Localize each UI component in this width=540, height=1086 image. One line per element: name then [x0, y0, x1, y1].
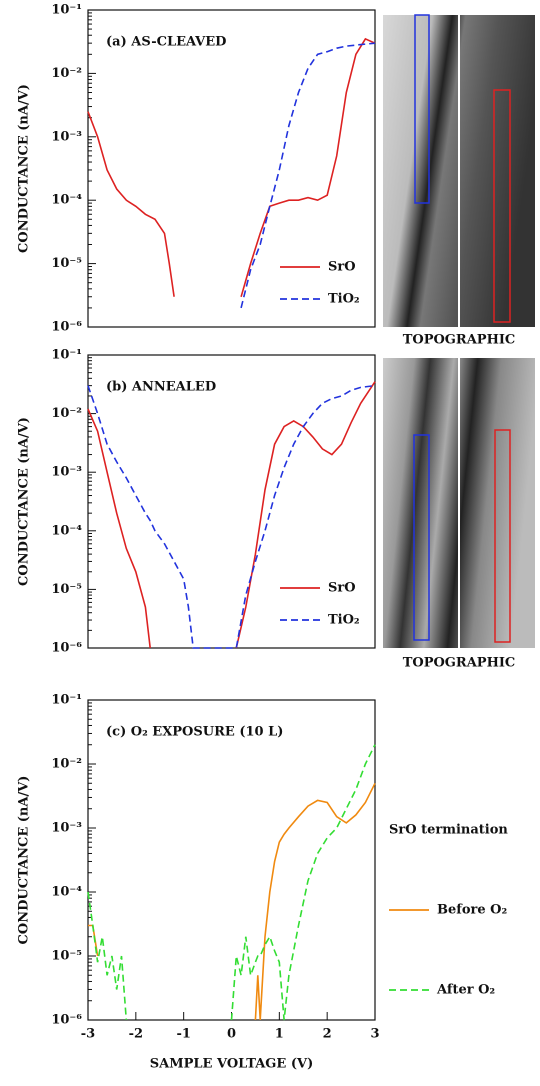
- x-tick-label: -2: [129, 1027, 143, 1042]
- legend-title: SrO termination: [389, 823, 508, 838]
- y-tick-label: 10⁻²: [51, 757, 82, 772]
- y-tick-label: 10⁻⁴: [51, 885, 82, 900]
- x-tick-label: 0: [227, 1027, 236, 1042]
- y-tick-label: 10⁻²: [51, 66, 82, 81]
- region-box: [493, 89, 511, 323]
- series-line: [254, 782, 376, 1021]
- y-tick-label: 10⁻³: [51, 465, 82, 480]
- series-line: [87, 111, 175, 297]
- series-line: [87, 384, 376, 649]
- region-box: [494, 429, 511, 643]
- panel-title: (b) ANNEALED: [106, 380, 216, 395]
- x-tick-label: 3: [370, 1027, 379, 1042]
- y-tick-label: 10⁻⁶: [51, 320, 82, 335]
- legend-label: Before O₂: [437, 903, 507, 918]
- plot-frame: [87, 9, 376, 328]
- plot-frame: [87, 354, 376, 649]
- series-line: [235, 381, 376, 649]
- region-box: [414, 14, 430, 204]
- x-tick-label: 1: [275, 1027, 284, 1042]
- image-caption: TOPOGRAPHIC: [403, 333, 516, 348]
- legend-label: SrO: [328, 581, 356, 596]
- y-tick-label: 10⁻⁶: [51, 1013, 82, 1028]
- x-tick-label: 2: [323, 1027, 332, 1042]
- x-tick-label: -3: [81, 1027, 95, 1042]
- region-box: [413, 434, 430, 641]
- topograph-a: [383, 14, 535, 327]
- y-tick-label: 10⁻³: [51, 129, 82, 144]
- y-tick-label: 10⁻⁴: [51, 523, 82, 538]
- plot-frame: [87, 699, 376, 1021]
- series-line: [240, 42, 376, 309]
- y-tick-label: 10⁻⁴: [51, 193, 82, 208]
- image-caption: TOPOGRAPHIC: [403, 656, 516, 671]
- legend-label: TiO₂: [328, 292, 360, 307]
- series-line: [230, 744, 376, 1021]
- y-tick-label: 10⁻⁵: [51, 582, 82, 597]
- y-tick-label: 10⁻³: [51, 821, 82, 836]
- y-tick-label: 10⁻¹: [51, 3, 82, 18]
- topograph-b: [383, 358, 535, 648]
- y-axis-label: CONDUCTANCE (nA/V): [17, 84, 32, 253]
- y-tick-label: 10⁻⁵: [51, 949, 82, 964]
- series-line: [240, 37, 376, 298]
- y-tick-label: 10⁻⁶: [51, 641, 82, 656]
- y-tick-label: 10⁻¹: [51, 348, 82, 363]
- y-tick-label: 10⁻¹: [51, 693, 82, 708]
- panel-title: (c) O₂ EXPOSURE (10 L): [106, 725, 283, 740]
- legend-label: After O₂: [436, 983, 495, 998]
- x-tick-label: -1: [176, 1027, 190, 1042]
- legend-label: TiO₂: [328, 613, 360, 628]
- series-line: [87, 408, 151, 649]
- x-axis-label: SAMPLE VOLTAGE (V): [150, 1057, 313, 1072]
- series-line: [87, 891, 128, 1021]
- y-axis-label: CONDUCTANCE (nA/V): [17, 417, 32, 586]
- y-tick-label: 10⁻²: [51, 406, 82, 421]
- y-axis-label: CONDUCTANCE (nA/V): [17, 776, 32, 945]
- panel-title: (a) AS-CLEAVED: [106, 35, 226, 50]
- y-tick-label: 10⁻⁵: [51, 256, 82, 271]
- legend-label: SrO: [328, 260, 356, 275]
